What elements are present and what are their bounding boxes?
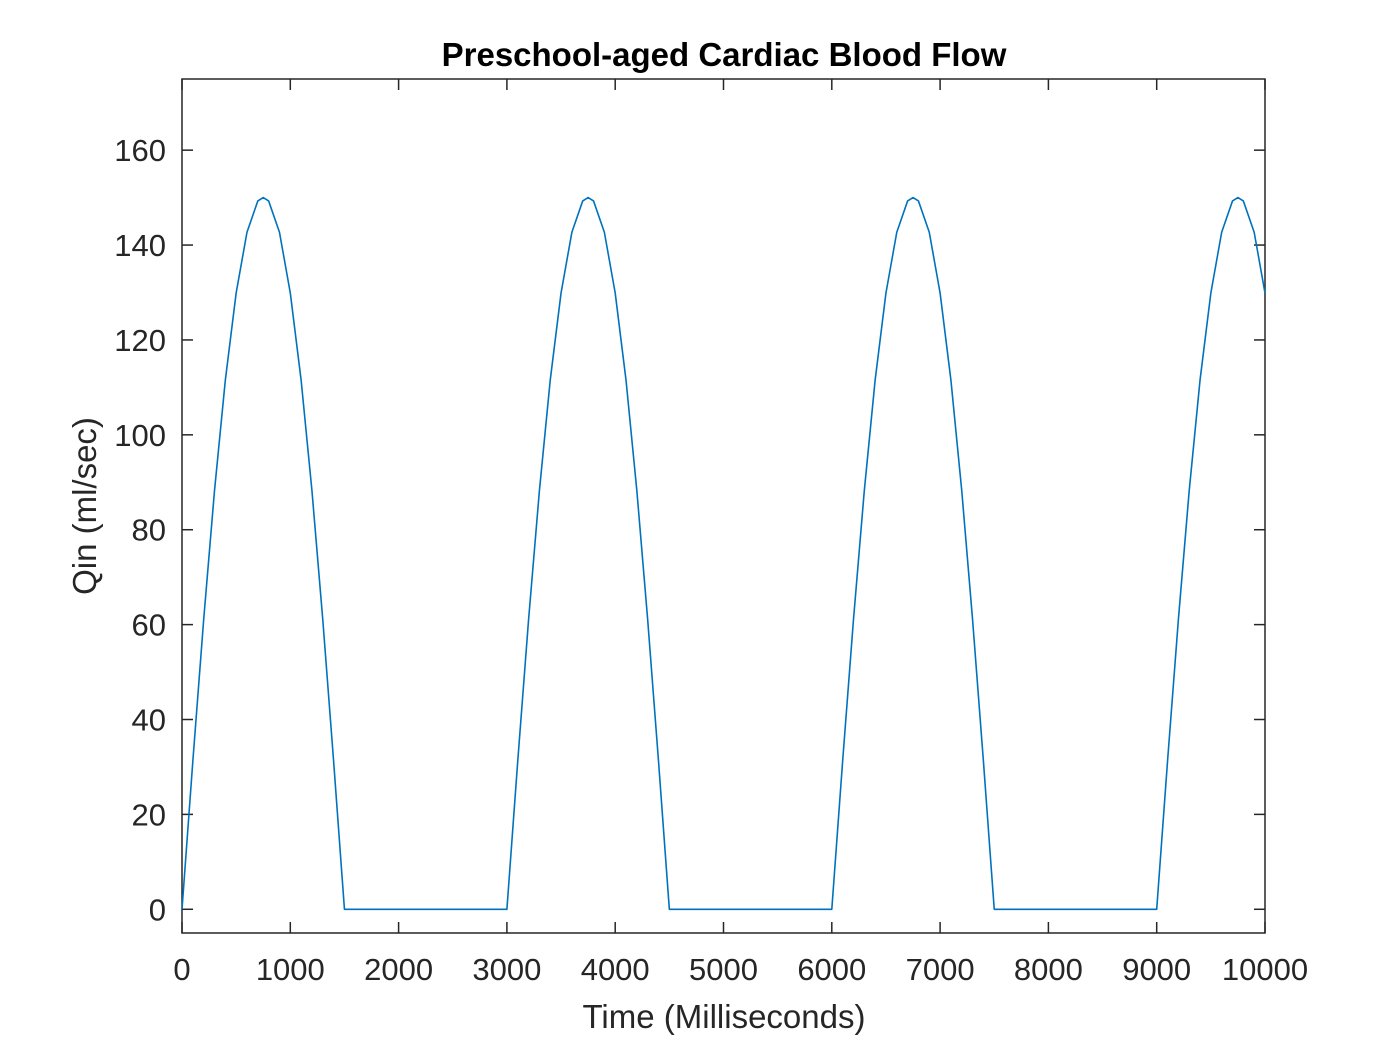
x-tick-label: 3000 (472, 952, 541, 987)
x-tick-label: 6000 (797, 952, 866, 987)
y-tick-label: 120 (114, 323, 166, 358)
chart-title: Preschool-aged Cardiac Blood Flow (442, 36, 1007, 73)
y-tick-label: 40 (132, 703, 166, 738)
y-tick-label: 100 (114, 418, 166, 453)
y-tick-label: 60 (132, 608, 166, 643)
series-line-1 (181, 196, 1266, 911)
y-tick-label: 140 (114, 228, 166, 263)
y-tick-label: 80 (132, 513, 166, 548)
x-tick-label: 8000 (1014, 952, 1083, 987)
x-tick-label: 10000 (1222, 952, 1308, 987)
y-tick-label: 20 (132, 797, 166, 832)
x-tick-label: 9000 (1122, 952, 1191, 987)
x-tick-label: 7000 (906, 952, 975, 987)
series-layer (181, 196, 1266, 911)
x-tick-label: 2000 (364, 952, 433, 987)
y-tick-label: 160 (114, 133, 166, 168)
plot-area-frame (181, 78, 1266, 934)
x-tick-label: 0 (173, 952, 190, 987)
y-tick-label: 0 (149, 892, 166, 927)
x-axis-ticks: 0 1000 2000 3000 4000 5000 6000 7000 8000 9000 100… (173, 79, 1308, 987)
x-tick-label: 5000 (689, 952, 758, 987)
x-axis-label: Time (Milliseconds) (583, 998, 866, 1035)
x-tick-label: 1000 (256, 952, 325, 987)
x-tick-label: 4000 (581, 952, 650, 987)
y-axis-label: Qin (ml/sec) (66, 417, 103, 595)
y-axis-ticks: 0 20 40 60 80 100 120 140 160 (114, 133, 1265, 927)
